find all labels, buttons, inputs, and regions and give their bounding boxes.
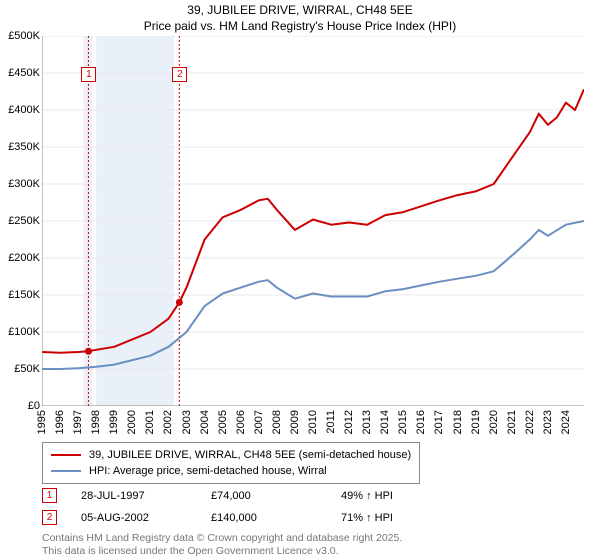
transaction-price: £74,000 (211, 490, 341, 502)
x-tick-label: 2020 (488, 410, 500, 434)
legend-row: 39, JUBILEE DRIVE, WIRRAL, CH48 5EE (sem… (51, 447, 411, 463)
y-tick-label: £150K (8, 289, 40, 301)
y-tick-label: £500K (8, 30, 40, 42)
x-tick-label: 2008 (271, 410, 283, 434)
x-tick-label: 2013 (361, 410, 373, 434)
y-tick-label: £350K (8, 141, 40, 153)
y-tick-label: £100K (8, 326, 40, 338)
transaction-date: 28-JUL-1997 (81, 490, 211, 502)
x-tick-label: 2010 (307, 410, 319, 434)
x-tick-label: 2000 (126, 410, 138, 434)
legend-label: HPI: Average price, semi-detached house,… (89, 465, 327, 477)
x-tick-label: 2001 (144, 410, 156, 434)
chart-title-line2: Price paid vs. HM Land Registry's House … (0, 19, 600, 33)
transaction-hpi: 71% ↑ HPI (341, 512, 471, 524)
y-tick-label: £200K (8, 252, 40, 264)
footer-line2: This data is licensed under the Open Gov… (42, 545, 339, 557)
x-tick-label: 2022 (524, 410, 536, 434)
x-tick-label: 2003 (181, 410, 193, 434)
legend: 39, JUBILEE DRIVE, WIRRAL, CH48 5EE (sem… (42, 442, 420, 484)
x-tick-label: 2016 (415, 410, 427, 434)
transaction-price: £140,000 (211, 512, 341, 524)
x-tick-label: 2005 (217, 410, 229, 434)
x-tick-label: 1998 (90, 410, 102, 434)
chart-container: 39, JUBILEE DRIVE, WIRRAL, CH48 5EE Pric… (0, 0, 600, 560)
y-tick-label: £400K (8, 104, 40, 116)
x-tick-label: 1995 (36, 410, 48, 434)
x-tick-label: 1997 (72, 410, 84, 434)
x-tick-label: 1996 (54, 410, 66, 434)
legend-label: 39, JUBILEE DRIVE, WIRRAL, CH48 5EE (sem… (89, 449, 411, 461)
x-tick-label: 2019 (470, 410, 482, 434)
legend-swatch (51, 470, 81, 472)
transaction-date: 05-AUG-2002 (81, 512, 211, 524)
x-tick-label: 2015 (397, 410, 409, 434)
x-tick-label: 1999 (108, 410, 120, 434)
x-tick-label: 2023 (542, 410, 554, 434)
sale-marker-label: 1 (81, 67, 96, 82)
x-tick-label: 2011 (325, 410, 337, 434)
x-tick-label: 2007 (253, 410, 265, 434)
x-tick-label: 2002 (162, 410, 174, 434)
transaction-marker: 2 (42, 510, 57, 525)
transaction-hpi: 49% ↑ HPI (341, 490, 471, 502)
legend-row: HPI: Average price, semi-detached house,… (51, 463, 411, 479)
x-tick-label: 2012 (343, 410, 355, 434)
x-tick-label: 2004 (199, 410, 211, 434)
x-tick-label: 2018 (452, 410, 464, 434)
y-tick-label: £300K (8, 178, 40, 190)
sale-marker-label: 2 (172, 67, 187, 82)
footer-line1: Contains HM Land Registry data © Crown c… (42, 532, 402, 544)
x-tick-label: 2021 (506, 410, 518, 434)
legend-swatch (51, 454, 81, 456)
transaction-row: 2 05-AUG-2002 £140,000 71% ↑ HPI (42, 510, 471, 525)
chart-title-line1: 39, JUBILEE DRIVE, WIRRAL, CH48 5EE (0, 3, 600, 17)
y-tick-label: £50K (14, 363, 40, 375)
chart-plot (42, 36, 584, 406)
transaction-row: 1 28-JUL-1997 £74,000 49% ↑ HPI (42, 488, 471, 503)
x-tick-label: 2024 (560, 410, 572, 434)
x-tick-label: 2017 (433, 410, 445, 434)
x-tick-label: 2006 (235, 410, 247, 434)
y-tick-label: £450K (8, 67, 40, 79)
x-tick-label: 2009 (289, 410, 301, 434)
y-tick-label: £250K (8, 215, 40, 227)
transaction-marker: 1 (42, 488, 57, 503)
x-tick-label: 2014 (379, 410, 391, 434)
